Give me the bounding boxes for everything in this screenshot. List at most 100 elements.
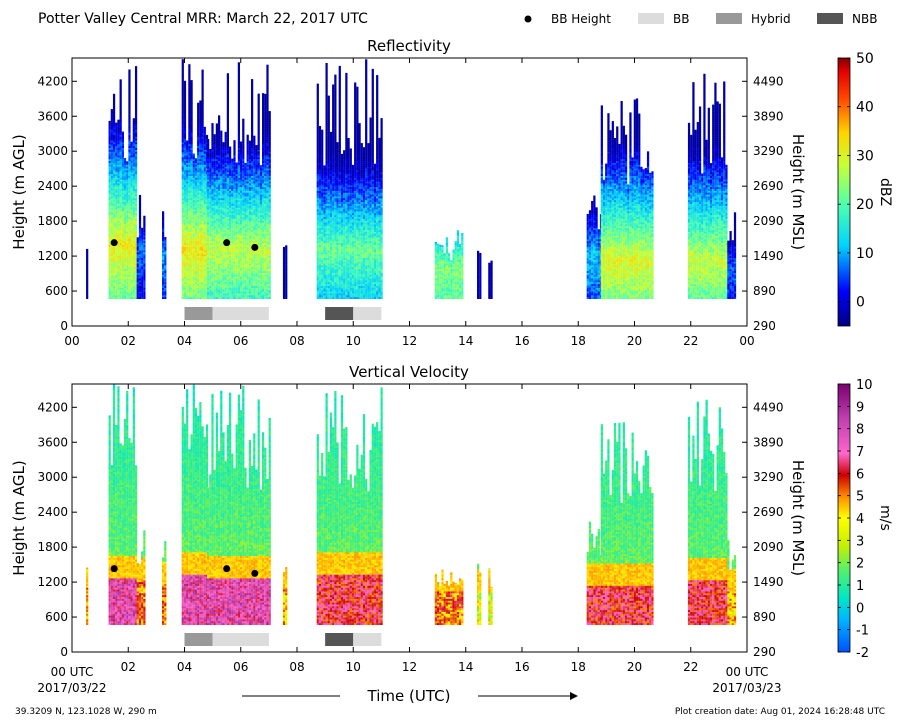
start-date-label: 2017/03/22: [37, 681, 106, 695]
y-tick-label: 3600: [37, 435, 68, 449]
y-tick-label: 1200: [37, 575, 68, 589]
y-tick-label: 600: [45, 610, 68, 624]
x-tick-label: 00: [64, 334, 79, 348]
echo-segment: [137, 195, 146, 299]
echo-segment: [207, 386, 271, 625]
colorbar-tick-label: 10: [856, 378, 873, 393]
y-tick-label: 4200: [37, 74, 68, 88]
y-tick-label: 3600: [37, 109, 68, 123]
x-tick-label: 10: [346, 660, 361, 674]
colorbar-tick-label: 9: [856, 400, 864, 415]
y-tick-label: 2400: [37, 179, 68, 193]
legend-label-hybrid: Hybrid: [751, 12, 791, 26]
echo-segment: [109, 384, 138, 625]
echo-segment: [477, 251, 481, 299]
echo-segment: [435, 230, 464, 299]
reflectivity-panel: Reflectivity 060012001800240030003600420…: [10, 37, 893, 348]
y-tick-label: 1200: [37, 249, 68, 263]
bb-height-marker: [251, 570, 258, 577]
y-tick-label: 1800: [37, 540, 68, 554]
echo-segment: [688, 74, 728, 299]
x-tick-label: 22: [683, 334, 698, 348]
y-tick-right-label: 1490: [753, 249, 784, 263]
colorbar-tick-label: 30: [856, 148, 874, 164]
bb-height-marker: [223, 239, 230, 246]
figure-title: Potter Valley Central MRR: March 22, 201…: [38, 11, 368, 27]
velocity-bb-class-bars: [185, 633, 382, 646]
y-tick-right-label: 890: [753, 610, 776, 624]
y-tick-right-label: 2090: [753, 214, 784, 228]
colorbar-tick-label: 3: [856, 534, 864, 549]
dbz-colorbar-label: dBZ: [877, 178, 893, 206]
echo-segment: [435, 570, 464, 625]
dbz-colorbar: [838, 58, 850, 326]
echo-segment: [488, 568, 492, 625]
y-tick-label: 3000: [37, 470, 68, 484]
station-location: 39.3209 N, 123.1028 W, 290 m: [15, 707, 157, 717]
echo-segment: [162, 541, 166, 625]
y-tick-label: 3000: [37, 144, 68, 158]
vertical-velocity-panel: Vertical Velocity 0600120018002400300036…: [10, 363, 893, 674]
x-tick-label: 18: [571, 334, 586, 348]
bb-class-bar: [325, 633, 353, 646]
x-tick-label: 22: [683, 660, 698, 674]
y-tick-right-label: 3290: [753, 470, 784, 484]
colorbar-tick-label: -2: [856, 646, 869, 661]
legend-hybrid-swatch: [716, 13, 742, 24]
echo-segment: [207, 62, 271, 299]
reflectivity-title: Reflectivity: [367, 37, 451, 55]
y-tick-label: 0: [60, 645, 68, 659]
echo-segment: [109, 66, 138, 299]
echo-segment: [488, 261, 492, 299]
time-axis-label: Time (UTC): [367, 687, 451, 705]
legend-bb-swatch: [638, 13, 664, 24]
echo-segment: [86, 568, 88, 625]
bb-height-marker: [111, 565, 118, 572]
echo-segment: [727, 540, 736, 625]
bb-height-marker: [111, 239, 118, 246]
colorbar-tick-label: 20: [856, 197, 874, 213]
colorbar-tick-label: 50: [856, 51, 874, 67]
y-tick-right-label: 2690: [753, 179, 784, 193]
y-tick-right-label: 290: [753, 645, 776, 659]
velocity-echo-layer: [86, 384, 736, 625]
bb-height-marker: [251, 244, 258, 251]
colorbar-tick-label: 40: [856, 100, 874, 116]
colorbar-tick-label: 0: [856, 295, 865, 311]
y-tick-right-label: 2690: [753, 505, 784, 519]
echo-segment: [182, 59, 208, 299]
echo-segment: [283, 245, 287, 299]
velocity-colorbar-label: m/s: [877, 505, 893, 531]
x-tick-label: 16: [514, 334, 529, 348]
y-tick-right-label: 1490: [753, 575, 784, 589]
legend-label-bb-height: BB Height: [551, 12, 611, 26]
echo-segment: [137, 530, 146, 625]
echo-segment: [587, 196, 602, 300]
end-date-label: 2017/03/23: [712, 681, 781, 695]
echo-segment: [727, 212, 736, 299]
velocity-ylabel-right: Height (m MSL): [789, 460, 807, 576]
bb-class-bar: [213, 307, 269, 320]
x-tick-label: 06: [233, 660, 248, 674]
y-tick-right-label: 890: [753, 284, 776, 298]
mrr-figure: Potter Valley Central MRR: March 22, 201…: [0, 0, 900, 725]
bb-class-bar: [353, 307, 381, 320]
x-tick-label: 10: [346, 334, 361, 348]
colorbar-tick-label: 7: [856, 445, 864, 460]
x-tick-label: 02: [121, 334, 136, 348]
colorbar-tick-label: -1: [856, 624, 869, 639]
x-tick-label: 16: [514, 660, 529, 674]
x-tick-label: 14: [458, 660, 473, 674]
bb-class-bar: [213, 633, 269, 646]
start-time-label: 00 UTC: [51, 665, 94, 679]
colorbar-tick-label: 0: [856, 601, 864, 616]
x-tick-label: 02: [121, 660, 136, 674]
echo-segment: [601, 422, 654, 625]
vertical-velocity-title: Vertical Velocity: [349, 363, 469, 381]
echo-segment: [317, 387, 383, 625]
x-tick-label: 08: [289, 660, 304, 674]
echo-segment: [601, 98, 654, 299]
echo-segment: [317, 59, 383, 299]
x-tick-label: 04: [177, 660, 192, 674]
